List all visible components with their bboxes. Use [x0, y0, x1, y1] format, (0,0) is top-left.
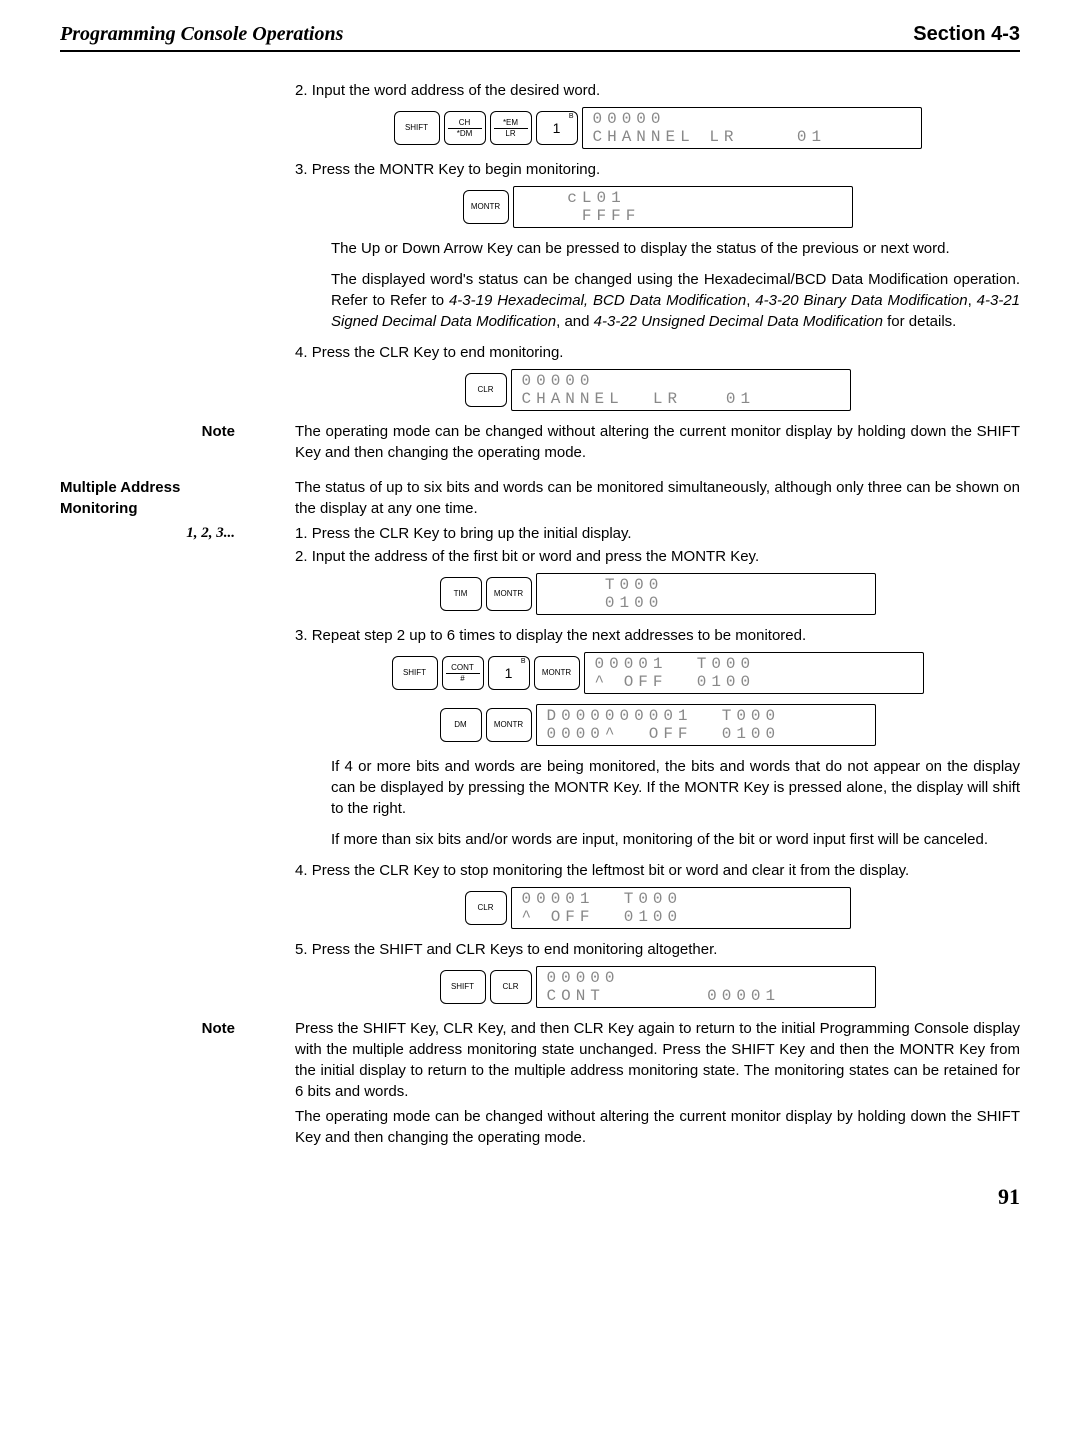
multi-step-2-keys: TIM MONTR T000 0100	[295, 573, 1020, 615]
key-shift-2: SHIFT	[392, 656, 438, 690]
lcd-multi-3b: D000000001 T000 0000^ OFF 0100	[536, 704, 876, 746]
step-3-text: Press the MONTR Key to begin monitoring.	[312, 161, 600, 178]
multi-heading: Multiple Address Monitoring	[60, 477, 260, 519]
step-3-num: 3.	[295, 161, 308, 178]
step-4-keys: CLR 00000 CHANNEL LR 01	[295, 369, 1020, 411]
page-number: 91	[60, 1182, 1020, 1213]
multi-step-3-keys-1: SHIFT CONT # B 1 MONTR 00001 T000 ^ OFF …	[295, 652, 1020, 694]
lcd-step-3: cL01 FFFF	[513, 186, 853, 228]
header-title-left: Programming Console Operations	[60, 20, 343, 48]
key-clr: CLR	[465, 373, 507, 407]
multi-step-5-keys: SHIFT CLR 00000 CONT 00001	[295, 966, 1020, 1008]
multi-intro: The status of up to six bits and words c…	[295, 477, 1020, 519]
multi-step-3-keys-2: DM MONTR D000000001 T000 0000^ OFF 0100	[295, 704, 1020, 746]
key-shift: SHIFT	[394, 111, 440, 145]
key-clr-2: CLR	[465, 891, 507, 925]
step-4-num: 4.	[295, 344, 308, 361]
lcd-step-4: 00000 CHANNEL LR 01	[511, 369, 851, 411]
step-2: 2. Input the word address of the desired…	[295, 80, 1020, 101]
key-b1: B 1	[536, 111, 578, 145]
note-2-p2: The operating mode can be changed withou…	[295, 1106, 1020, 1148]
page-header: Programming Console Operations Section 4…	[60, 20, 1020, 52]
key-dm: DM	[440, 708, 482, 742]
note-2-label: Note	[60, 1018, 260, 1039]
step-3: 3. Press the MONTR Key to begin monitori…	[295, 159, 1020, 180]
multi-step-4-keys: CLR 00001 T000 ^ OFF 0100	[295, 887, 1020, 929]
step-3-para-2: The displayed word's status can be chang…	[331, 269, 1020, 332]
lcd-multi-3a: 00001 T000 ^ OFF 0100	[584, 652, 924, 694]
key-em-lr: *EM LR	[490, 111, 532, 145]
multi-step-5: 5. Press the SHIFT and CLR Keys to end m…	[295, 939, 1020, 960]
step-2-keys: SHIFT CH *DM *EM LR B 1 00000 CHANNEL LR…	[295, 107, 1020, 149]
key-montr-2: MONTR	[486, 577, 532, 611]
lcd-multi-2: T000 0100	[536, 573, 876, 615]
step-2-num: 2.	[295, 82, 308, 99]
lcd-multi-4: 00001 T000 ^ OFF 0100	[511, 887, 851, 929]
header-title-right: Section 4-3	[913, 20, 1020, 48]
steps-label: 1, 2, 3...	[60, 523, 260, 544]
multi-step-3: 3. Repeat step 2 up to 6 times to displa…	[295, 625, 1020, 646]
key-shift-3: SHIFT	[440, 970, 486, 1004]
key-b1-2: B 1	[488, 656, 530, 690]
multi-step-2: 2. Input the address of the first bit or…	[295, 546, 1020, 567]
step-3-keys: MONTR cL01 FFFF	[295, 186, 1020, 228]
key-cont: CONT #	[442, 656, 484, 690]
note-2-p1: Press the SHIFT Key, CLR Key, and then C…	[295, 1018, 1020, 1102]
multi-step-3-p1: If 4 or more bits and words are being mo…	[331, 756, 1020, 819]
key-montr-3: MONTR	[534, 656, 580, 690]
lcd-step-2: 00000 CHANNEL LR 01	[582, 107, 922, 149]
multi-step-4: 4. Press the CLR Key to stop monitoring …	[295, 860, 1020, 881]
key-montr: MONTR	[463, 190, 509, 224]
key-montr-4: MONTR	[486, 708, 532, 742]
key-clr-3: CLR	[490, 970, 532, 1004]
key-ch-dm: CH *DM	[444, 111, 486, 145]
lcd-multi-5: 00000 CONT 00001	[536, 966, 876, 1008]
step-4-text: Press the CLR Key to end monitoring.	[312, 344, 564, 361]
note-1-label: Note	[60, 421, 260, 442]
step-4: 4. Press the CLR Key to end monitoring.	[295, 342, 1020, 363]
step-3-para-1: The Up or Down Arrow Key can be pressed …	[331, 238, 1020, 259]
note-1-text: The operating mode can be changed withou…	[295, 421, 1020, 463]
step-2-text: Input the word address of the desired wo…	[312, 82, 601, 99]
multi-step-1: 1. Press the CLR Key to bring up the ini…	[295, 523, 1020, 544]
key-tim: TIM	[440, 577, 482, 611]
multi-step-3-p2: If more than six bits and/or words are i…	[331, 829, 1020, 850]
